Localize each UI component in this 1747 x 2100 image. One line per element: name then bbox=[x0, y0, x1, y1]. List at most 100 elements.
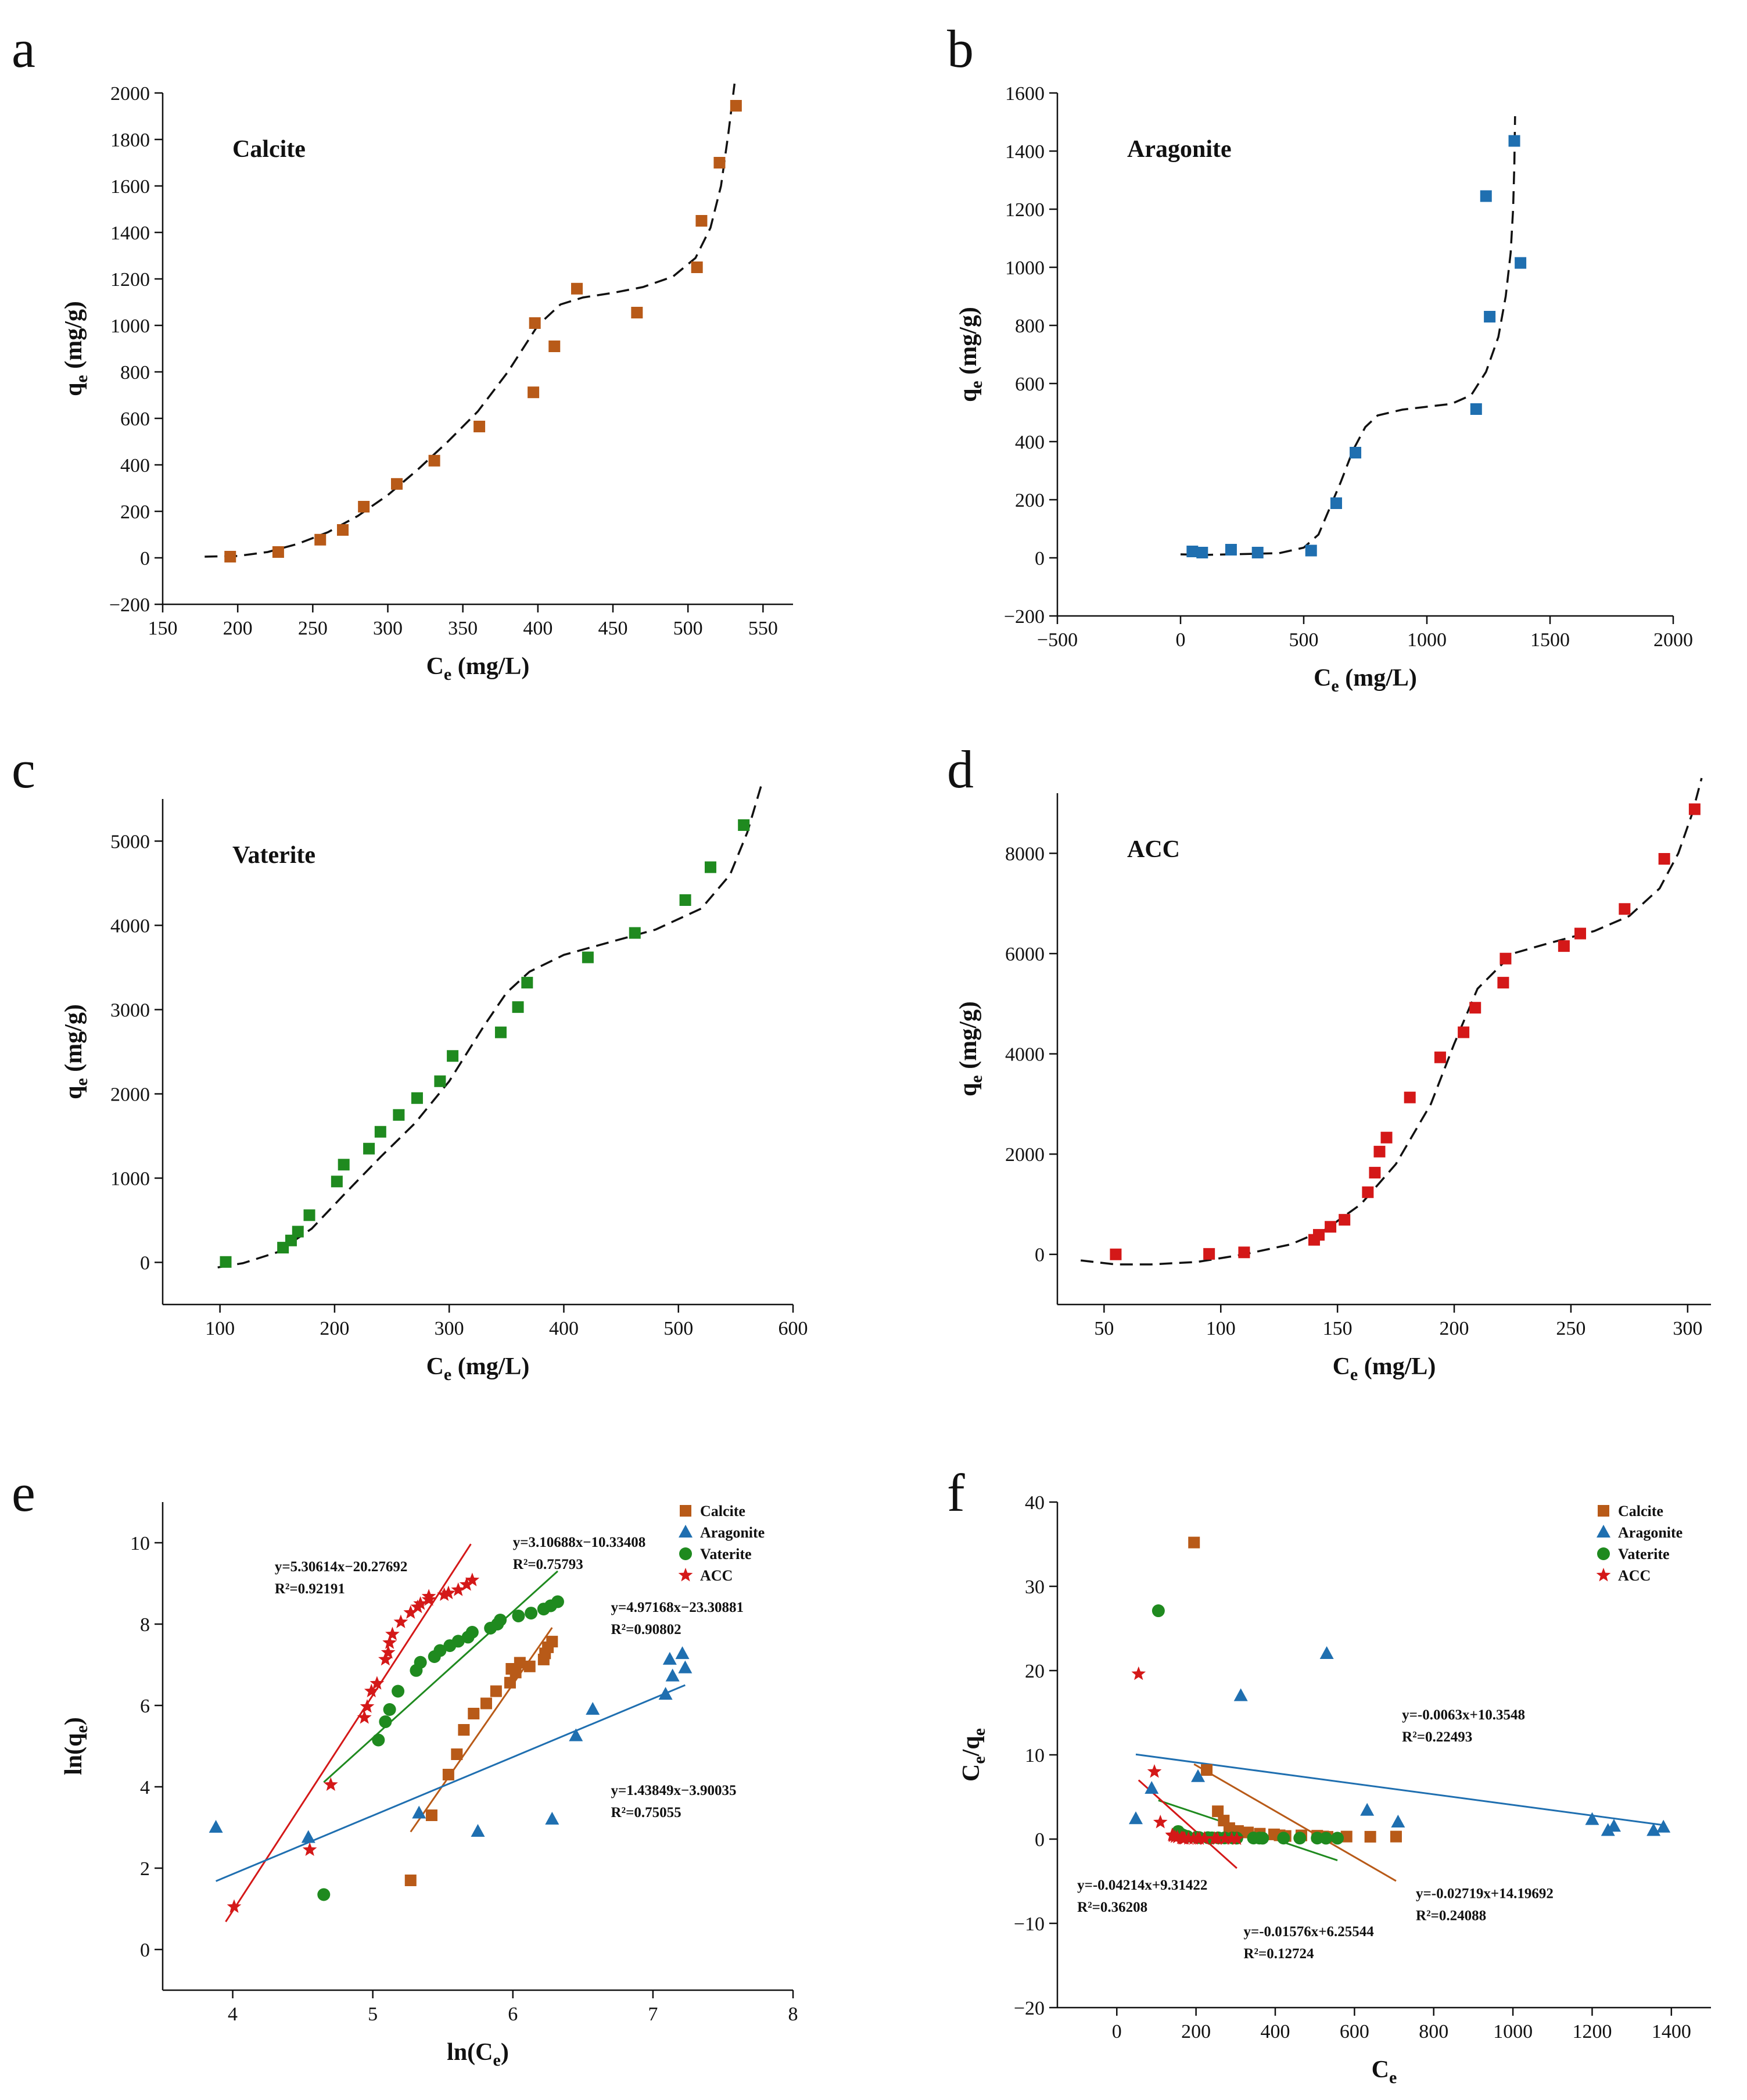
x-tick-label: 1000 bbox=[1407, 629, 1447, 651]
data-point-acc bbox=[1210, 1831, 1225, 1845]
data-point-acc bbox=[302, 1842, 317, 1856]
fit-r-squared: R²=0.24088 bbox=[1416, 1908, 1486, 1924]
y-tick-label: 800 bbox=[120, 362, 150, 384]
data-point-aragonite bbox=[1606, 1819, 1621, 1832]
data-point-vaterite bbox=[338, 1159, 350, 1171]
data-point-calcite bbox=[404, 1875, 417, 1886]
fit-equation: y=3.10688x−10.33408 bbox=[513, 1535, 646, 1550]
x-tick-label: 150 bbox=[148, 618, 178, 639]
y-tick-label: 1200 bbox=[110, 269, 150, 291]
x-tick-label: 500 bbox=[663, 1318, 693, 1339]
data-point-acc bbox=[381, 1645, 396, 1659]
x-tick-label: 150 bbox=[1323, 1318, 1353, 1339]
data-point-acc bbox=[451, 1582, 466, 1596]
fit-line-vaterite bbox=[323, 1570, 558, 1783]
data-point-acc bbox=[1404, 1091, 1416, 1103]
data-point-calcite bbox=[458, 1724, 470, 1736]
data-point-vaterite bbox=[1319, 1832, 1333, 1845]
panel-letter-b: b bbox=[947, 19, 974, 78]
fit-r-squared: R²=0.22493 bbox=[1402, 1729, 1472, 1745]
panel-title: Vaterite bbox=[232, 842, 315, 869]
fit-line-acc bbox=[225, 1543, 472, 1923]
y-tick-label: −200 bbox=[1004, 606, 1045, 628]
data-point-calcite bbox=[546, 1636, 558, 1648]
data-point-vaterite bbox=[383, 1703, 396, 1716]
x-tick-label: 6 bbox=[508, 2004, 518, 2025]
data-point-aragonite bbox=[662, 1651, 677, 1665]
data-point-acc bbox=[1153, 1815, 1168, 1829]
panel-title: Aragonite bbox=[1127, 136, 1232, 163]
data-point-acc bbox=[1658, 853, 1670, 865]
data-point-acc bbox=[357, 1710, 372, 1724]
x-tick-label: 200 bbox=[320, 1318, 349, 1339]
data-point-acc bbox=[1238, 1246, 1250, 1259]
data-point-aragonite bbox=[1305, 544, 1317, 557]
x-axis-label: Ce (mg/L) bbox=[1314, 665, 1417, 696]
data-point-acc bbox=[437, 1587, 451, 1601]
data-point-acc bbox=[1325, 1221, 1337, 1233]
data-point-acc bbox=[360, 1699, 375, 1713]
data-point-aragonite bbox=[1646, 1823, 1661, 1836]
data-point-vaterite bbox=[1331, 1832, 1344, 1845]
fit-r-squared: R²=0.12724 bbox=[1243, 1946, 1314, 1962]
data-point-aragonite bbox=[1191, 1769, 1206, 1782]
x-tick-label: 200 bbox=[1181, 2021, 1211, 2042]
data-point-vaterite bbox=[465, 1626, 479, 1639]
x-tick-label: 250 bbox=[1556, 1318, 1585, 1339]
y-tick-label: 1800 bbox=[110, 130, 150, 151]
data-point-calcite bbox=[730, 100, 742, 112]
legend-marker-calcite bbox=[1598, 1505, 1609, 1517]
y-tick-label: 0 bbox=[1035, 548, 1045, 569]
data-point-acc bbox=[1458, 1026, 1470, 1038]
x-tick-label: 50 bbox=[1094, 1318, 1114, 1339]
data-point-vaterite bbox=[447, 1050, 459, 1062]
y-tick-label: 400 bbox=[120, 455, 150, 476]
x-tick-label: 400 bbox=[549, 1318, 579, 1339]
data-point-acc bbox=[1147, 1764, 1162, 1778]
data-point-acc bbox=[324, 1777, 338, 1791]
data-point-aragonite bbox=[1350, 447, 1362, 458]
legend-label-calcite: Calcite bbox=[700, 1503, 745, 1520]
legend-marker-calcite bbox=[680, 1505, 691, 1517]
y-tick-label: 40 bbox=[1025, 1492, 1045, 1514]
data-point-aragonite bbox=[1145, 1781, 1159, 1794]
data-point-acc bbox=[1558, 940, 1570, 952]
data-point-vaterite bbox=[414, 1655, 427, 1669]
y-tick-label: 200 bbox=[120, 501, 150, 523]
fit-r-squared: R²=0.90802 bbox=[611, 1622, 681, 1637]
x-tick-label: 300 bbox=[435, 1318, 464, 1339]
data-point-aragonite bbox=[658, 1687, 673, 1700]
data-point-calcite bbox=[548, 341, 561, 352]
data-point-aragonite bbox=[1225, 544, 1237, 556]
data-point-vaterite bbox=[494, 1614, 507, 1626]
legend-marker-vaterite bbox=[1597, 1547, 1610, 1560]
data-point-acc bbox=[1380, 1131, 1393, 1144]
y-tick-label: 6 bbox=[140, 1696, 150, 1717]
data-point-acc bbox=[1469, 1002, 1481, 1014]
data-point-calcite bbox=[528, 386, 540, 399]
data-point-acc bbox=[1203, 1248, 1215, 1260]
data-point-acc bbox=[385, 1626, 400, 1640]
fit-line-acc bbox=[1138, 1779, 1237, 1869]
legend-marker-vaterite bbox=[679, 1547, 692, 1560]
fit-equation: y=-0.01576x+6.25544 bbox=[1243, 1924, 1374, 1940]
panel-title: Calcite bbox=[232, 136, 306, 163]
y-tick-label: 200 bbox=[1015, 490, 1045, 511]
x-tick-label: 300 bbox=[373, 618, 403, 639]
data-point-calcite bbox=[571, 282, 583, 295]
data-point-acc bbox=[1339, 1214, 1351, 1226]
data-point-aragonite bbox=[569, 1728, 583, 1741]
x-tick-label: 8 bbox=[788, 2004, 798, 2025]
data-point-calcite bbox=[529, 317, 541, 329]
x-tick-label: 0 bbox=[1112, 2021, 1122, 2042]
x-axis-label: Ce (mg/L) bbox=[1333, 1353, 1436, 1384]
legend-label-vaterite: Vaterite bbox=[700, 1546, 752, 1563]
fit-r-squared: R²=0.36208 bbox=[1077, 1900, 1147, 1915]
y-axis-label: qe (mg/g) bbox=[60, 301, 91, 396]
data-point-calcite bbox=[523, 1660, 536, 1672]
fit-curve bbox=[1081, 777, 1703, 1266]
data-point-calcite bbox=[314, 533, 327, 546]
data-point-aragonite bbox=[1391, 1815, 1405, 1827]
legend-label-calcite: Calcite bbox=[1618, 1503, 1663, 1520]
data-point-vaterite bbox=[379, 1715, 392, 1728]
